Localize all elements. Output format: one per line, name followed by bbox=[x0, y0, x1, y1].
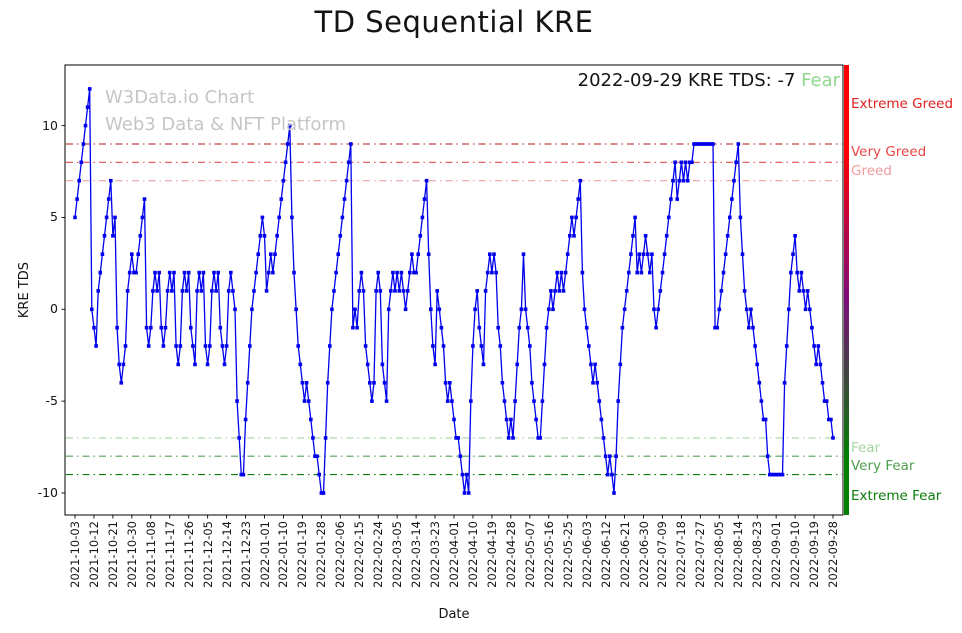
watermark-line2: Web3 Data & NFT Platform bbox=[105, 114, 347, 135]
zone-label-extreme-greed: Extreme Greed bbox=[851, 96, 954, 113]
x-tick-label: 2021-10-21 bbox=[105, 521, 120, 588]
x-tick-label: 2022-06-21 bbox=[617, 521, 632, 588]
x-tick-label: 2022-02-24 bbox=[371, 521, 386, 588]
x-tick-label: 2022-08-14 bbox=[731, 521, 746, 588]
y-tick-label: 0 bbox=[50, 301, 58, 317]
watermark: W3Data.io Chart Web3 Data & NFT Platform bbox=[105, 84, 346, 138]
x-tick-label: 2022-01-10 bbox=[276, 521, 291, 588]
x-tick-label: 2022-01-01 bbox=[257, 521, 272, 588]
zone-label-extreme-fear: Extreme Fear bbox=[851, 487, 942, 504]
y-tick-label: 5 bbox=[50, 209, 58, 225]
zone-label-very-fear: Very Fear bbox=[851, 458, 915, 475]
latest-reading-annotation: 2022-09-29 KRE TDS: -7 Fear bbox=[400, 70, 840, 91]
x-tick-label: 2022-05-16 bbox=[541, 521, 556, 588]
x-tick-label: 2022-03-14 bbox=[409, 521, 424, 588]
zone-label-very-greed: Very Greed bbox=[851, 144, 927, 161]
x-tick-label: 2022-06-30 bbox=[636, 521, 651, 588]
x-tick-label: 2022-03-05 bbox=[390, 521, 405, 588]
x-tick-label: 2022-09-10 bbox=[788, 521, 803, 588]
x-tick-label: 2022-09-01 bbox=[769, 521, 784, 588]
x-tick-label: 2022-07-27 bbox=[693, 521, 708, 588]
y-tick-label: -5 bbox=[45, 393, 58, 409]
x-tick-label: 2021-10-30 bbox=[124, 521, 139, 588]
y-tick-label: -10 bbox=[37, 484, 58, 500]
x-tick-label: 2022-05-25 bbox=[560, 521, 575, 588]
x-tick-label: 2022-02-15 bbox=[352, 521, 367, 588]
x-tick-label: 2021-12-14 bbox=[219, 521, 234, 588]
x-tick-label: 2021-11-08 bbox=[143, 521, 158, 588]
zone-label-greed: Greed bbox=[851, 162, 892, 179]
x-tick-label: 2021-11-17 bbox=[162, 521, 177, 588]
x-tick-label: 2022-07-18 bbox=[674, 521, 689, 588]
x-tick-label: 2022-09-19 bbox=[807, 521, 822, 588]
x-tick-label: 2022-06-03 bbox=[579, 521, 594, 588]
x-tick-label: 2022-08-05 bbox=[712, 521, 727, 588]
sentiment-colorbar bbox=[844, 65, 849, 515]
x-tick-label: 2022-06-12 bbox=[598, 521, 613, 588]
x-tick-label: 2022-01-19 bbox=[295, 521, 310, 588]
chart-title: TD Sequential KRE bbox=[314, 5, 594, 39]
x-tick-label: 2022-04-01 bbox=[447, 521, 461, 588]
x-tick-label: 2021-10-03 bbox=[68, 521, 82, 588]
annotation-text: 2022-09-29 KRE TDS: -7 bbox=[577, 70, 802, 91]
x-tick-label: 2022-07-09 bbox=[655, 521, 670, 588]
x-tick-label: 2021-10-12 bbox=[86, 521, 101, 588]
zone-label-fear: Fear bbox=[851, 439, 881, 456]
x-tick-label: 2021-12-23 bbox=[238, 521, 253, 588]
x-tick-label: 2022-05-07 bbox=[522, 521, 537, 588]
x-axis-label: Date bbox=[438, 607, 470, 622]
x-tick-label: 2022-09-28 bbox=[826, 521, 840, 588]
x-tick-label: 2021-12-05 bbox=[200, 521, 215, 588]
annotation-status: Fear bbox=[801, 70, 840, 91]
x-tick-label: 2022-08-23 bbox=[750, 521, 765, 588]
x-tick-label: 2022-01-28 bbox=[314, 521, 329, 588]
x-tick-label: 2022-04-10 bbox=[465, 521, 480, 588]
watermark-line1: W3Data.io Chart bbox=[105, 87, 255, 108]
x-tick-label: 2021-11-26 bbox=[181, 521, 196, 588]
x-tick-label: 2022-04-28 bbox=[503, 521, 518, 588]
x-tick-label: 2022-03-23 bbox=[428, 521, 443, 588]
x-tick-label: 2022-04-19 bbox=[484, 521, 499, 588]
y-tick-label: 10 bbox=[42, 117, 58, 133]
x-tick-label: 2022-02-06 bbox=[333, 521, 348, 588]
